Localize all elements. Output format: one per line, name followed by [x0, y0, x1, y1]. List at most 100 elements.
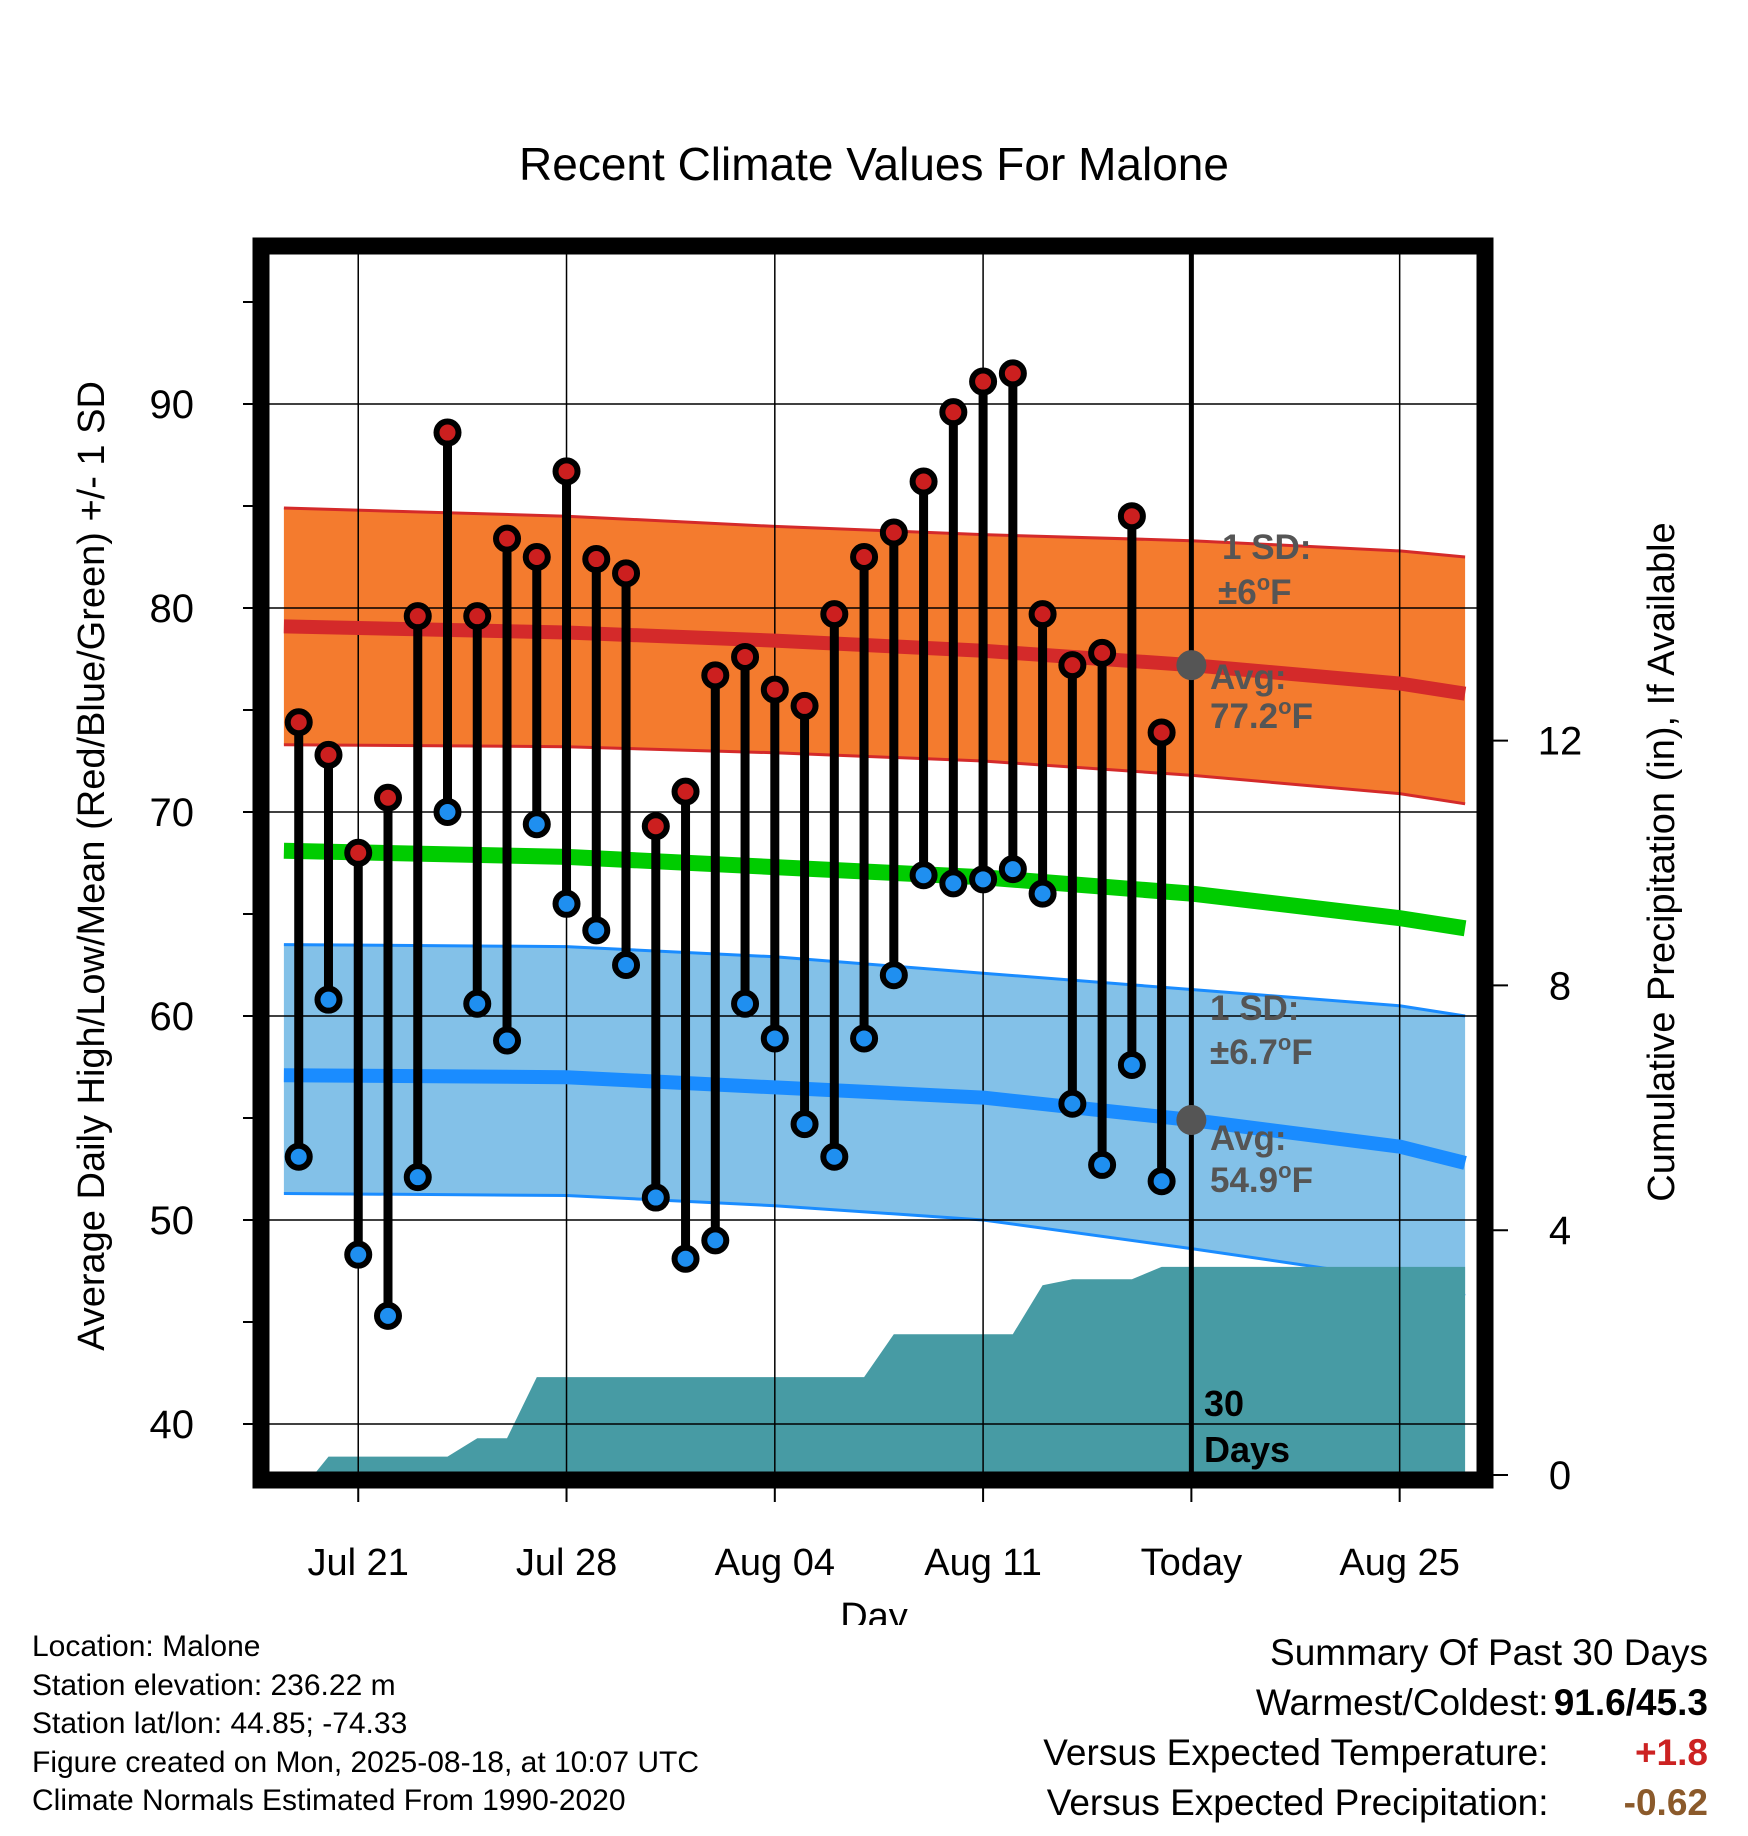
x-tick-label: Today [1141, 1542, 1242, 1584]
daily-low-point [433, 798, 462, 826]
plot-frame [252, 237, 1494, 1489]
y-tick-label: 60 [150, 995, 195, 1039]
daily-high-point [1117, 502, 1146, 531]
daily-low-point [314, 985, 343, 1014]
x-tick-label: Jul 28 [516, 1542, 617, 1584]
daily-high-point [612, 559, 641, 588]
low-avg-value: 54.9oF [1210, 1158, 1313, 1200]
precip-departure-value: -0.62 [1623, 1782, 1708, 1823]
period-days-label: Days [1204, 1429, 1290, 1470]
daily-high-point [879, 518, 908, 547]
daily-high-point [1028, 600, 1057, 629]
daily-high-point [760, 675, 789, 704]
daily-high-point [522, 543, 551, 571]
daily-low-point [1088, 1150, 1117, 1179]
daily-low-point [344, 1240, 373, 1269]
low-avg-label: Avg: [1210, 1119, 1286, 1158]
daily-high-point [1088, 638, 1117, 667]
daily-high-point [493, 524, 522, 553]
daily-high-point [939, 398, 968, 427]
daily-low-point [909, 861, 938, 890]
daily-high-point [969, 367, 998, 396]
daily-low-point [373, 1301, 402, 1330]
high-avg-label: Avg: [1210, 658, 1286, 697]
summary-heading: Summary Of Past 30 Days [1270, 1632, 1708, 1673]
daily-high-point [850, 543, 879, 571]
y-tick-label: 90 [150, 383, 195, 427]
high-avg-value: 77.2oF [1210, 694, 1313, 736]
plot-area [266, 251, 1480, 1475]
y2-tick-label: 4 [1549, 1209, 1571, 1253]
y2-axis-label: Cumulative Precipitation (in), If Availa… [1641, 522, 1683, 1201]
daily-high-point [433, 418, 462, 447]
daily-high-point [1058, 651, 1087, 680]
x-tick-label: Aug 11 [924, 1542, 1042, 1584]
daily-high-point [820, 600, 849, 629]
daily-low-point [969, 865, 998, 894]
precip-departure-label: Versus Expected Precipitation: [1046, 1782, 1549, 1823]
daily-low-point [939, 869, 968, 898]
daily-high-point [998, 359, 1027, 388]
normal-mean-line [283, 842, 1467, 937]
daily-low-point [284, 1142, 313, 1171]
created-text: Figure created on Mon, 2025-08-18, at 10… [32, 1745, 700, 1779]
chart-title: Recent Climate Values For Malone [519, 138, 1229, 190]
daily-low-point [701, 1226, 730, 1255]
y-tick-label: 80 [150, 587, 195, 631]
high-sd-label: 1 SD: [1222, 528, 1311, 567]
daily-high-point [314, 740, 343, 769]
x-tick-label: Aug 25 [1339, 1542, 1459, 1584]
x-tick-label: Aug 04 [715, 1542, 835, 1584]
precip-area [283, 1266, 1466, 1475]
daily-low-point [820, 1142, 849, 1171]
daily-high-point [671, 777, 700, 806]
daily-high-point [790, 691, 819, 720]
low-sd-label: 1 SD: [1210, 989, 1299, 1028]
y2-tick-label: 0 [1549, 1454, 1571, 1498]
high-sd-value: ±6oF [1218, 570, 1292, 612]
temp-departure-value: +1.8 [1634, 1732, 1708, 1773]
normal-low-line [283, 1068, 1467, 1170]
daily-low-point [731, 989, 760, 1018]
daily-high-point [284, 708, 313, 737]
daily-high-point [552, 457, 581, 486]
daily-low-point [1147, 1167, 1176, 1196]
daily-low-point [1117, 1050, 1146, 1079]
x-axis-label: Day [840, 1596, 908, 1625]
warm-cold-label: Warmest/Coldest: [1255, 1682, 1549, 1723]
daily-high-point [731, 642, 760, 671]
daily-low-point [522, 810, 551, 839]
daily-high-point [463, 602, 492, 631]
y2-tick-label: 12 [1538, 720, 1583, 764]
temp-departure-label: Versus Expected Temperature: [1043, 1732, 1549, 1773]
daily-low-point [1058, 1089, 1087, 1118]
elevation-text: Station elevation: 236.22 m [32, 1668, 396, 1702]
location-text: Location: Malone [32, 1630, 261, 1663]
daily-low-point [1028, 879, 1057, 908]
daily-low-point [612, 951, 641, 979]
daily-high-point [344, 838, 373, 867]
low-sd-band [283, 944, 1466, 1296]
daily-high-point [701, 661, 730, 690]
daily-low-point [552, 889, 581, 918]
today-high-avg-marker [1176, 650, 1207, 681]
daily-high-point [373, 783, 402, 812]
daily-low-point [403, 1163, 432, 1192]
period-number-label: 30 [1204, 1383, 1244, 1424]
daily-low-point [879, 961, 908, 990]
daily-high-point [641, 812, 670, 841]
y2-tick-label: 8 [1549, 964, 1571, 1008]
y-tick-label: 40 [150, 1403, 195, 1447]
summary-panel: Summary Of Past 30 Days Warmest/Coldest:… [1043, 1628, 1708, 1828]
normals-text: Climate Normals Estimated From 1990-2020 [32, 1784, 626, 1817]
daily-low-point [790, 1110, 819, 1139]
daily-low-point [850, 1024, 879, 1053]
daily-low-point [493, 1026, 522, 1055]
daily-low-point [641, 1183, 670, 1212]
climate-chart: Recent Climate Values For Malone 1 SD:±6… [71, 138, 1683, 1625]
daily-low-point [582, 916, 611, 945]
daily-high-point [1147, 718, 1176, 747]
daily-high-point [909, 467, 938, 496]
daily-low-point [463, 989, 492, 1018]
latlon-text: Station lat/lon: 44.85; -74.33 [32, 1707, 408, 1740]
